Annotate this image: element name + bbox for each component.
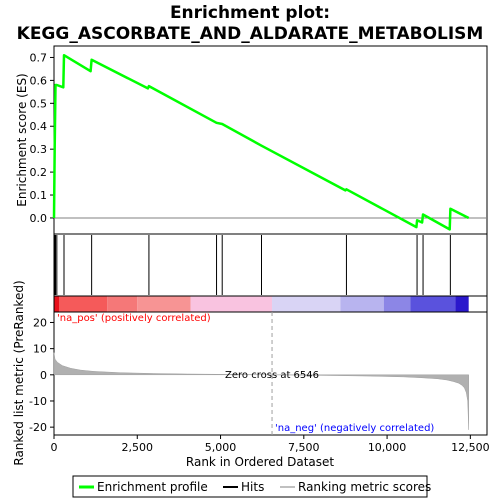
- es-y-tick-label: 0.7: [30, 51, 48, 64]
- legend-label-hits: Hits: [241, 480, 264, 494]
- es-y-tick-label: 0.3: [30, 143, 48, 156]
- legend: Enrichment profile Hits Ranking metric s…: [73, 476, 431, 497]
- rank-y-tick-label: 0: [40, 369, 47, 382]
- heat-band-segment: [59, 296, 107, 312]
- heat-band-segment: [107, 296, 137, 312]
- rank-x-tick-label: 7,500: [288, 441, 320, 454]
- heat-band-segment: [272, 296, 340, 312]
- heat-band-segment: [455, 296, 468, 312]
- es-y-tick-label: 0.6: [30, 74, 48, 87]
- heat-band-segment: [191, 296, 272, 312]
- heat-band-segment: [137, 296, 190, 312]
- es-y-tick-label: 0.1: [30, 189, 48, 202]
- rank-x-ticks: 0 2,500 5,000 7,500 10,000 12,500: [51, 435, 490, 454]
- rank-x-tick-label: 5,000: [205, 441, 237, 454]
- hits-panel: [54, 234, 487, 296]
- es-y-ticks: 0.0 0.1 0.2 0.3 0.4 0.5 0.6 0.7: [30, 51, 55, 224]
- heat-band-segment: [384, 296, 411, 312]
- rank-x-tick-label: 0: [51, 441, 58, 454]
- chart-title-line2: KEGG_ASCORBATE_AND_ALDARATE_METABOLISM: [17, 24, 484, 44]
- es-y-axis-label: Enrichment score (ES): [15, 73, 29, 206]
- rank-y-axis-label: Ranked list metric (PreRanked): [12, 280, 26, 465]
- zero-cross-label: Zero cross at 6546: [225, 370, 319, 381]
- rank-x-axis-label: Rank in Ordered Dataset: [186, 455, 334, 469]
- es-y-tick-label: 0.0: [30, 212, 48, 225]
- rank-y-ticks: -20 -10 0 10 20: [29, 316, 54, 434]
- heat-band: [54, 296, 487, 312]
- es-y-tick-label: 0.4: [30, 120, 48, 133]
- rank-x-tick-label: 2,500: [122, 441, 154, 454]
- negative-correlation-label: 'na_neg' (negatively correlated): [275, 423, 434, 434]
- rank-y-tick-label: 10: [33, 343, 47, 356]
- es-y-tick-label: 0.2: [30, 166, 48, 179]
- rank-x-tick-label: 10,000: [368, 441, 407, 454]
- positive-correlation-label: 'na_pos' (positively correlated): [57, 313, 211, 324]
- rank-x-tick-label: 12,500: [451, 441, 490, 454]
- chart-title-line1: Enrichment plot:: [170, 3, 330, 23]
- heat-band-segment: [340, 296, 383, 312]
- rank-y-tick-label: -20: [29, 421, 47, 434]
- rank-y-tick-label: 20: [33, 316, 47, 329]
- heat-band-segment: [410, 296, 455, 312]
- rank-y-tick-label: -10: [29, 395, 47, 408]
- legend-label-ranking-metric: Ranking metric scores: [298, 480, 431, 494]
- es-panel: 0.0 0.1 0.2 0.3 0.4 0.5 0.6 0.7 Enrichment scor…: [15, 46, 487, 234]
- es-y-tick-label: 0.5: [30, 97, 48, 110]
- legend-label-enrichment-profile: Enrichment profile: [97, 480, 208, 494]
- hits-panel-frame: [54, 234, 487, 296]
- heat-band-segment: [54, 296, 59, 312]
